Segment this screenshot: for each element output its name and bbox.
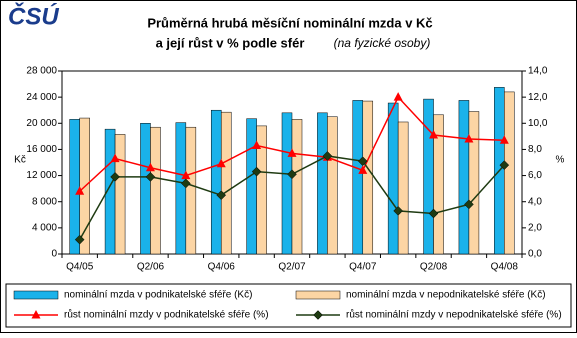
y-tick-label: 8 000	[32, 196, 57, 207]
bar	[291, 119, 303, 255]
bar	[352, 100, 364, 255]
y-tick-label: 20 000	[26, 118, 57, 129]
y-tick-label: 4 000	[32, 222, 57, 233]
marker	[499, 135, 509, 144]
bar	[387, 102, 399, 255]
y-tick-label: 24 000	[26, 92, 57, 103]
bar	[69, 119, 80, 255]
x-tick-label: Q4/08	[491, 262, 519, 273]
chart-subtitle: (na fyzické osoby)	[334, 36, 431, 50]
y2-tick-label: 2,0	[528, 222, 542, 233]
bar	[504, 91, 515, 255]
x-tick-label: Q4/06	[208, 262, 236, 273]
marker	[393, 206, 404, 216]
marker	[180, 178, 191, 189]
y2-tick-label: 14,0	[528, 66, 548, 77]
legend-swatch	[295, 290, 341, 300]
marker	[216, 190, 227, 201]
bar	[220, 111, 232, 255]
bar	[185, 126, 197, 255]
marker	[145, 172, 156, 182]
marker	[110, 172, 120, 182]
marker	[31, 310, 41, 319]
marker	[252, 140, 262, 150]
bar	[317, 112, 328, 255]
bar	[397, 121, 409, 255]
bar	[458, 100, 470, 255]
marker	[251, 166, 262, 177]
bar	[423, 98, 434, 255]
legend-label: nominální mzda v podnikatelské sféře (Kč…	[64, 290, 252, 301]
chart-title-line2: a její růst v % podle sfér	[156, 35, 305, 50]
marker	[313, 310, 323, 320]
y2-tick-label: 12,0	[528, 92, 548, 103]
marker	[287, 169, 297, 180]
bar	[246, 118, 257, 255]
x-tick-label: Q2/07	[278, 262, 306, 273]
marker	[464, 133, 474, 143]
x-tick-label: Q4/05	[66, 262, 94, 273]
legend-box	[5, 283, 572, 328]
chart-title: Průměrná hrubá měsíční nominální mzda v …	[147, 15, 432, 30]
marker	[428, 208, 439, 219]
y2-tick-label: 10,0	[528, 118, 548, 129]
marker	[145, 162, 155, 172]
marker	[216, 158, 226, 168]
marker	[181, 170, 191, 180]
bar	[114, 134, 126, 255]
legend-label: nominální mzda v nepodnikatelské sféře (…	[346, 290, 546, 301]
logo: ČSÚ	[8, 2, 59, 30]
bar	[468, 111, 480, 255]
legend-label: růst nominální mzdy v nepodnikatelské sf…	[346, 309, 562, 321]
bar	[433, 114, 444, 255]
bar	[140, 123, 151, 255]
marker	[287, 148, 297, 157]
marker	[74, 234, 85, 245]
bar	[210, 109, 222, 255]
bar	[150, 126, 161, 255]
marker	[393, 92, 403, 101]
y-tick-label: 12 000	[26, 170, 57, 181]
y2-tick-label: 0,0	[528, 249, 542, 260]
bar	[362, 100, 374, 255]
bar	[175, 122, 187, 255]
marker	[75, 186, 85, 195]
legend-label: růst nominální mzdy v podnikatelské sféř…	[64, 309, 269, 321]
x-tick-label: Q4/07	[349, 262, 377, 273]
marker	[358, 165, 368, 174]
marker	[110, 153, 120, 163]
x-tick-label: Q2/06	[137, 262, 165, 273]
marker	[464, 199, 474, 210]
y2-axis-label: %	[556, 155, 565, 166]
y-tick-label: 28 000	[26, 66, 57, 77]
bar	[327, 116, 338, 255]
y-tick-label: 16 000	[26, 144, 57, 155]
y-tick-label: 0	[51, 249, 57, 260]
legend-swatch	[13, 290, 59, 300]
marker	[322, 151, 333, 161]
y2-tick-label: 4,0	[528, 196, 542, 207]
bar	[281, 112, 293, 255]
marker	[499, 160, 510, 170]
y-axis-label: Kč	[14, 155, 26, 166]
x-tick-label: Q2/08	[420, 262, 448, 273]
bar	[256, 125, 267, 255]
marker	[429, 130, 439, 139]
y2-tick-label: 6,0	[528, 170, 542, 181]
y2-tick-label: 8,0	[528, 144, 542, 155]
marker	[357, 156, 368, 167]
